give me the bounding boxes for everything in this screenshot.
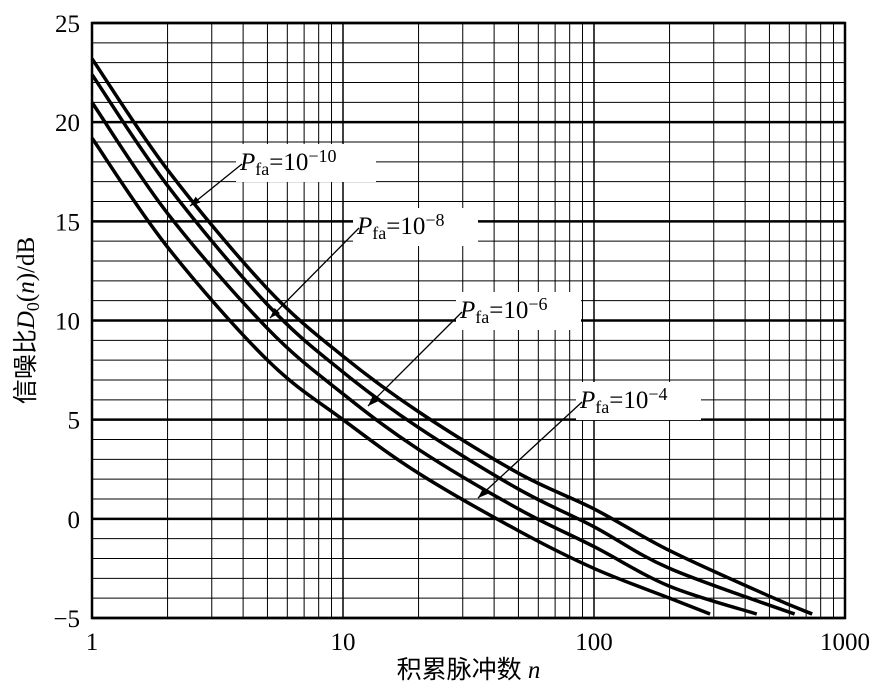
label-background [456, 292, 581, 330]
plot-frame [90, 21, 847, 620]
leader-line [367, 311, 463, 407]
y-tick-label: 25 [55, 11, 80, 38]
y-axis-label-part: n [13, 281, 40, 294]
x-axis-label-part: 积累脉冲数 [397, 656, 528, 684]
series-label-part: −8 [425, 210, 444, 230]
series-label-part: fa [595, 397, 609, 417]
y-tick-label: 0 [68, 507, 81, 534]
y-axis-label-part: )/dB [13, 237, 40, 281]
y-tick-label: 10 [55, 309, 80, 336]
label-background [576, 382, 701, 420]
series-label: Pfa=10−6 [459, 294, 548, 327]
curve [90, 137, 711, 616]
arrow-head [270, 308, 280, 318]
x-tick-label: 100 [575, 629, 613, 656]
y-tick-label: 5 [68, 408, 81, 435]
curve [90, 57, 813, 616]
y-tick-label: −5 [53, 606, 80, 633]
label-background [353, 208, 478, 246]
series-label-part: P [239, 149, 255, 176]
y-axis-label-part: 信噪比 [12, 329, 40, 404]
leader-line [269, 227, 360, 319]
series-label: Pfa=10−4 [579, 384, 668, 417]
x-tick-label: 1 [86, 629, 99, 656]
series-label: Pfa=10−10 [239, 146, 337, 179]
y-tick-label: 15 [55, 209, 80, 236]
leader-line [477, 401, 583, 499]
series-label: Pfa=10−8 [356, 210, 445, 243]
series-label-part: =10 [269, 149, 308, 176]
y-axis-label: 信噪比D0(n)/dB [12, 237, 43, 404]
arrow-head [368, 396, 378, 406]
series-label-part: −10 [308, 146, 336, 166]
series-label-part: fa [475, 307, 489, 327]
series-label-part: P [579, 387, 595, 414]
y-tick-label: 20 [55, 110, 80, 137]
x-tick-label: 10 [331, 629, 356, 656]
series-label-part: =10 [386, 213, 425, 240]
curve [90, 73, 796, 616]
series-label-part: fa [372, 223, 386, 243]
leader-line [189, 163, 243, 207]
y-axis-label-part: D [13, 311, 40, 330]
series-label-part: P [459, 297, 475, 324]
series-label-part: =10 [489, 297, 528, 324]
series-label-part: fa [255, 159, 269, 179]
x-axis-label-part: n [528, 657, 541, 684]
curve [90, 101, 758, 616]
x-tick-label: 1000 [820, 629, 870, 656]
series-label-part: =10 [609, 387, 648, 414]
series-label-part: −6 [528, 294, 547, 314]
label-background [236, 144, 376, 182]
y-axis-label-part: 0 [23, 302, 43, 311]
arrow-head [478, 488, 489, 498]
y-axis-label-part: ( [13, 294, 40, 302]
series-label-part: −4 [648, 384, 667, 404]
x-axis-label: 积累脉冲数 n [397, 656, 541, 684]
arrow-head [190, 196, 201, 206]
series-label-part: P [356, 213, 372, 240]
